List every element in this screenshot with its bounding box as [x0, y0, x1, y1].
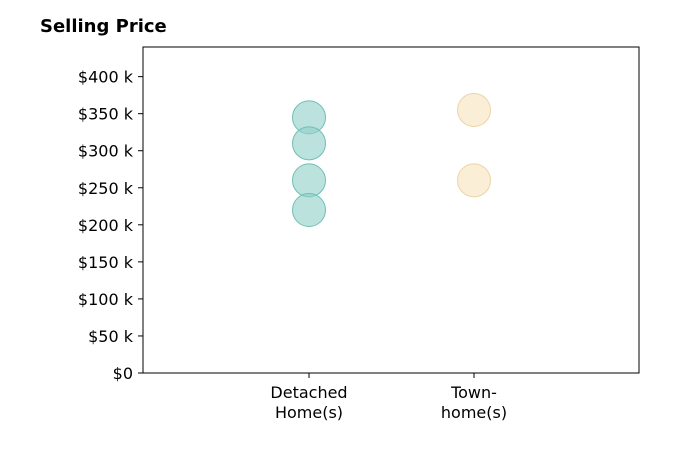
data-point	[457, 163, 491, 198]
y-tick-label: $100 k	[78, 290, 134, 309]
y-tick-label: $350 k	[78, 105, 134, 124]
y-tick-label: $300 k	[78, 142, 134, 161]
x-tick-label: Town-home(s)	[441, 383, 507, 422]
data-point	[292, 126, 326, 161]
y-tick-label: $250 k	[78, 179, 134, 198]
y-tick-label: $200 k	[78, 216, 134, 235]
y-tick-label: $400 k	[78, 68, 134, 87]
chart-title: Selling Price	[40, 16, 167, 37]
y-tick-label: $0	[113, 364, 133, 383]
x-tick-label: Detached Home(s)	[270, 383, 347, 422]
y-tick-label: $150 k	[78, 253, 134, 272]
data-point	[292, 193, 326, 227]
plot-frame	[142, 46, 640, 374]
data-point	[457, 92, 491, 127]
data-point	[292, 163, 326, 198]
y-tick-label: $50 k	[88, 327, 134, 346]
